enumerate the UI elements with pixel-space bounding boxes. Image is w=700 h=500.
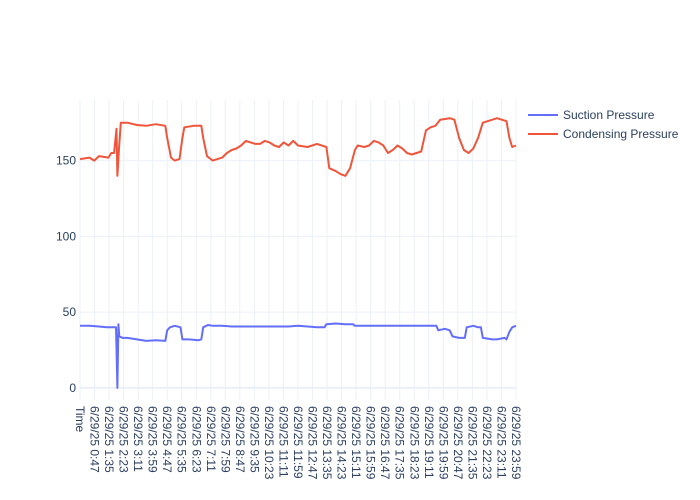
x-tick-label: 6/29/25 11:11: [276, 406, 290, 478]
legend-label: Suction Pressure: [563, 108, 655, 122]
legend-item[interactable]: Condensing Pressure: [528, 127, 679, 141]
x-tick-label: 6/29/25 20:47: [451, 406, 465, 480]
x-tick-label: 6/29/25 19:59: [436, 406, 450, 480]
y-tick-label: 100: [56, 229, 76, 243]
x-tick-label: 6/29/25 21:35: [465, 406, 479, 480]
series-line-condensing-pressure: [79, 117, 517, 177]
x-tick-label: 6/29/25 15:59: [364, 406, 378, 480]
x-tick-label: 6/29/25 7:59: [218, 406, 232, 473]
x-tick-label: Time: [73, 406, 87, 433]
x-tick-label: 6/29/25 6:23: [189, 406, 203, 473]
x-tick-label: 6/29/25 15:11: [349, 406, 363, 479]
x-tick-label: 6/29/25 10:23: [262, 406, 276, 480]
x-axis-ticks: Time 6/29/25 0:47 6/29/25 1:35 6/29/25 2:23…: [73, 406, 523, 480]
x-tick-label: 6/29/25 22:23: [480, 406, 494, 480]
legend[interactable]: Suction Pressure Condensing Pressure: [528, 108, 679, 141]
x-tick-label: 6/29/25 13:35: [320, 406, 334, 480]
legend-label: Condensing Pressure: [563, 127, 679, 141]
x-tick-label: 6/29/25 19:11: [422, 406, 436, 479]
x-tick-label: 6/29/25 7:11: [204, 406, 218, 472]
y-tick-label: 150: [56, 154, 76, 168]
x-tick-label: 6/29/25 3:11: [131, 406, 145, 472]
x-tick-label: 6/29/25 2:23: [117, 406, 131, 473]
legend-item[interactable]: Suction Pressure: [528, 108, 655, 122]
y-tick-label: 0: [69, 381, 76, 395]
x-tick-label: 6/29/25 1:35: [102, 406, 116, 473]
x-tick-label: 6/29/25 9:35: [247, 406, 261, 473]
x-tick-label: 6/29/25 17:35: [393, 406, 407, 480]
x-tick-label: 6/29/25 12:47: [306, 406, 320, 480]
x-tick-label: 6/29/25 14:23: [335, 406, 349, 480]
x-tick-label: 6/29/25 8:47: [233, 406, 247, 473]
x-tick-label: 6/29/25 16:47: [378, 406, 392, 480]
plot-series: [79, 117, 517, 389]
x-tick-label: 6/29/25 18:23: [407, 406, 421, 480]
x-tick-label: 6/29/25 3:59: [146, 406, 160, 473]
x-tick-label: 6/29/25 5:35: [175, 406, 189, 473]
x-tick-label: 6/29/25 4:47: [160, 406, 174, 473]
x-tick-label: 6/29/25 0:47: [88, 406, 102, 473]
x-tick-label: 6/29/25 23:11: [494, 406, 508, 479]
y-tick-label: 50: [63, 305, 77, 319]
y-axis-ticks: 0 50 100 150: [56, 154, 76, 395]
x-tick-label: 6/29/25 11:59: [291, 406, 305, 479]
series-line-suction-pressure: [80, 322, 517, 389]
plot-grid: [79, 100, 517, 400]
x-tick-label: 6/29/25 23:59: [509, 406, 523, 480]
